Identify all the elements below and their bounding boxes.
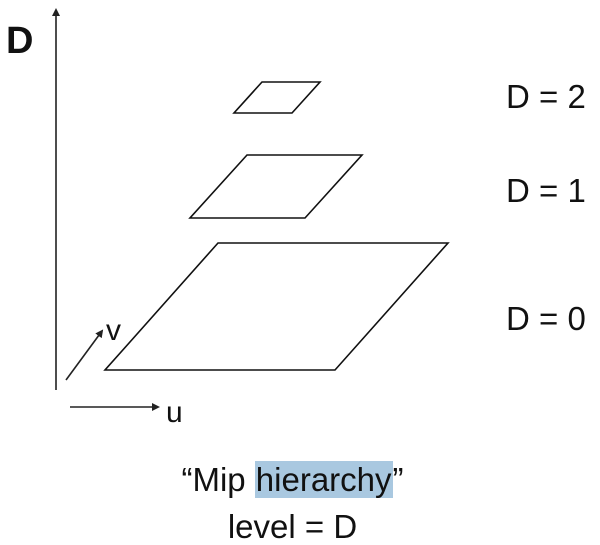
v-axis-line [65, 329, 104, 381]
u-axis-label: u [166, 396, 183, 429]
level-1-plane [188, 154, 364, 219]
level-0-label: D = 0 [506, 300, 586, 337]
caption-close-quote: ” [392, 461, 404, 498]
caption-title: “Mip hierarchy” [0, 461, 585, 498]
caption-subtitle: level = D [227, 508, 358, 545]
caption-highlighted-word: hierarchy [254, 461, 393, 498]
level-1-label: D = 1 [506, 172, 586, 209]
caption-open-quote: “ [181, 461, 193, 498]
v-axis-label: v [106, 314, 121, 347]
level-2-label: D = 2 [506, 78, 586, 115]
level-2-plane [232, 81, 322, 114]
caption-prefix: Mip [192, 461, 255, 498]
level-0-plane [103, 242, 450, 371]
d-axis-title: D [6, 20, 34, 62]
